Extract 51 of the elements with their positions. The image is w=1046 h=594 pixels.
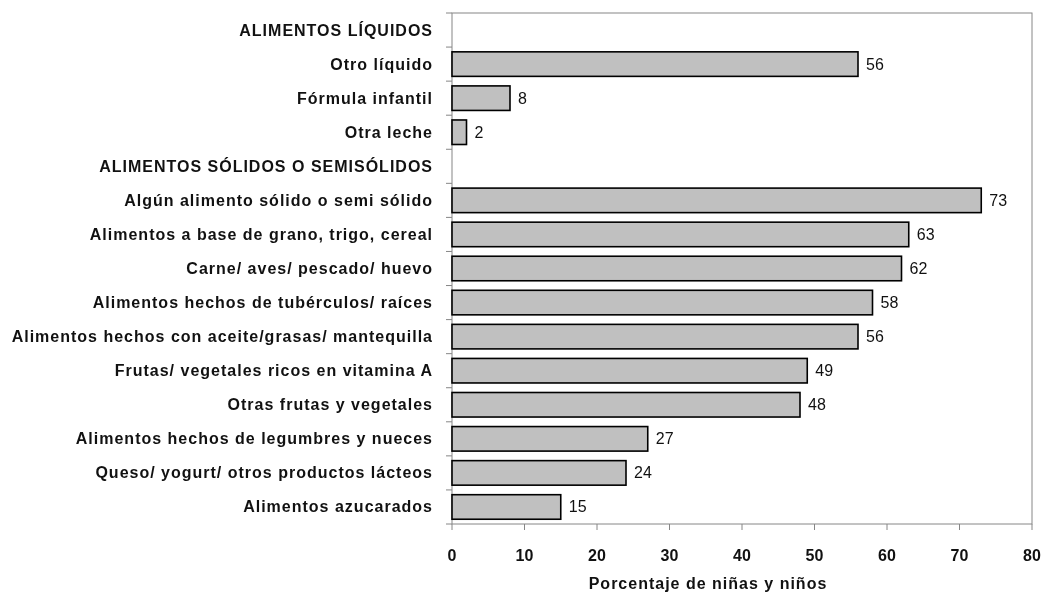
y-tick-label: Carne/ aves/ pescado/ huevo	[186, 260, 433, 277]
y-tick-label: Alimentos hechos de tubérculos/ raíces	[92, 294, 433, 312]
y-tick-label: Otro líquido	[330, 55, 433, 73]
x-tick-label: 50	[805, 546, 824, 564]
y-tick-label: Algún alimento sólido o semi sólido	[124, 191, 433, 209]
x-axis-title: Porcentaje de niñas y niños	[588, 574, 828, 592]
data-label: 48	[808, 396, 826, 414]
data-label: 27	[655, 430, 674, 448]
bar	[451, 289, 874, 316]
data-label: 73	[989, 191, 1008, 209]
bar	[451, 187, 983, 214]
data-label: 63	[916, 225, 935, 243]
x-tick-label: 80	[1023, 546, 1041, 564]
bar	[451, 51, 859, 78]
x-tick-label: 10	[515, 546, 534, 564]
x-tick-label: 70	[950, 546, 969, 564]
data-label: 8	[518, 89, 527, 107]
data-label: 49	[815, 362, 834, 380]
y-tick-label: Alimentos azucarados	[243, 498, 433, 516]
x-tick-label: 40	[733, 546, 751, 564]
bar	[451, 85, 511, 112]
y-tick-label: Otras frutas y vegetales	[227, 396, 433, 414]
y-tick-label: Alimentos a base de grano, trigo, cereal	[89, 225, 433, 243]
data-label: 24	[634, 464, 652, 482]
y-tick-label: Alimentos hechos de legumbres y nueces	[75, 430, 433, 448]
y-tick-label: Frutas/ vegetales ricos en vitamina A	[114, 362, 433, 380]
y-tick-label: Queso/ yogurt/ otros productos lácteos	[95, 464, 433, 482]
data-label: 2	[474, 123, 484, 141]
data-label: 62	[909, 260, 928, 277]
x-tick-label: 20	[588, 546, 606, 564]
bar	[451, 493, 562, 521]
y-tick-label: Alimentos hechos con aceite/grasas/ mantequilla	[11, 328, 433, 346]
data-label: 56	[866, 328, 884, 346]
data-label: 15	[568, 498, 587, 516]
x-tick-label: 30	[660, 546, 679, 564]
x-tick-label: 60	[878, 546, 896, 564]
bar	[451, 425, 649, 452]
y-tick-label: Otra leche	[344, 123, 433, 141]
y-tick-label: ALIMENTOS LÍQUIDOS	[239, 20, 433, 39]
bar	[451, 323, 859, 350]
bar	[451, 221, 910, 248]
y-tick-label: ALIMENTOS SÓLIDOS O SEMISÓLIDOS	[99, 156, 433, 175]
bar	[451, 357, 809, 384]
bar	[451, 119, 468, 146]
data-label: 56	[866, 55, 884, 73]
bar	[451, 255, 903, 282]
x-tick-label: 0	[447, 546, 457, 564]
data-label: 58	[880, 294, 899, 312]
bar	[451, 391, 801, 418]
y-tick-label: Fórmula infantil	[297, 89, 433, 107]
bar	[451, 459, 627, 486]
